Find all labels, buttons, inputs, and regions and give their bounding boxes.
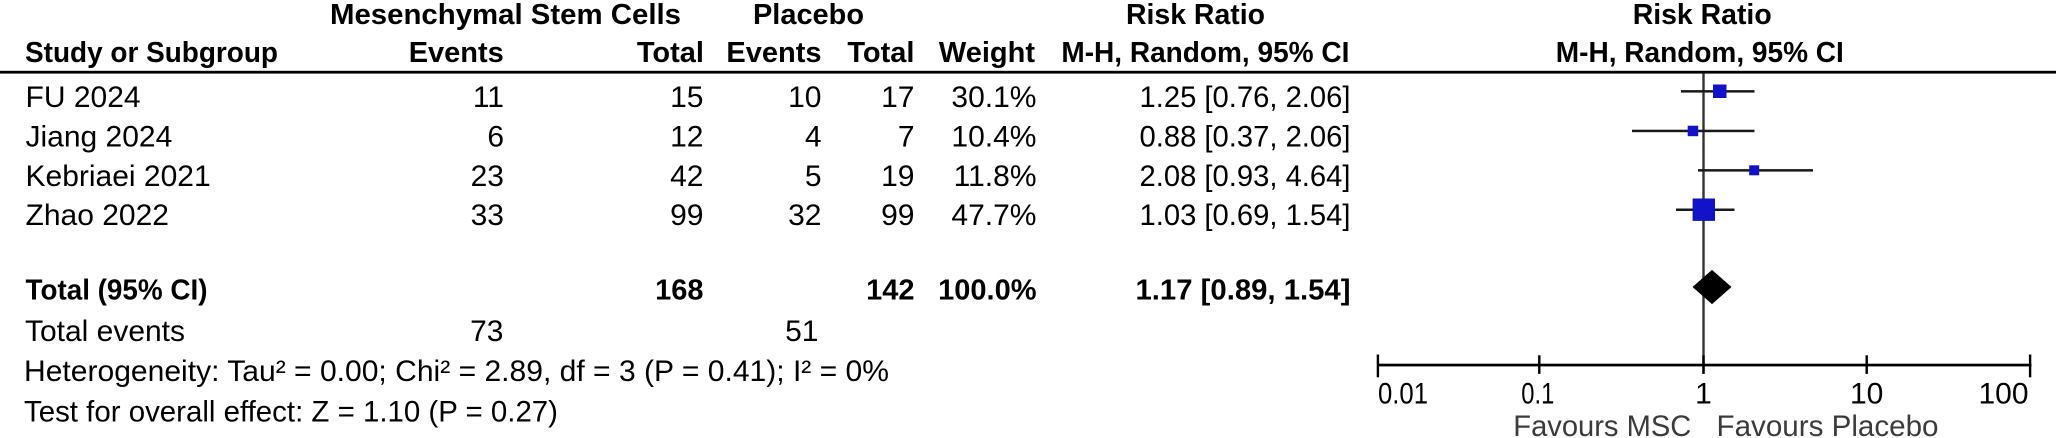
svg-text:17: 17 [881,81,914,114]
svg-text:Risk Ratio: Risk Ratio [1633,0,1772,31]
svg-text:Total: Total [637,37,704,69]
svg-text:5: 5 [805,160,822,193]
svg-text:30.1%: 30.1% [951,81,1036,114]
svg-text:Weight: Weight [939,37,1035,69]
svg-text:23: 23 [471,160,504,193]
svg-text:4: 4 [805,120,822,153]
svg-text:19: 19 [881,160,914,193]
svg-text:1.25 [0.76, 2.06]: 1.25 [0.76, 2.06] [1140,81,1351,114]
svg-text:M-H, Random, 95% CI: M-H, Random, 95% CI [1556,37,1844,69]
svg-text:0.88 [0.37, 2.06]: 0.88 [0.37, 2.06] [1140,120,1351,153]
svg-text:1.17 [0.89, 1.54]: 1.17 [0.89, 1.54] [1136,274,1351,306]
svg-text:168: 168 [655,274,703,306]
svg-text:142: 142 [866,274,914,306]
svg-text:Events: Events [726,37,821,69]
svg-text:FU 2024: FU 2024 [26,81,141,114]
svg-text:32: 32 [788,199,821,232]
svg-text:99: 99 [881,199,914,232]
svg-text:Total: Total [847,37,914,69]
svg-text:Test for overall effect: Z = 1: Test for overall effect: Z = 1.10 (P = 0… [24,396,558,429]
svg-text:42: 42 [670,160,703,193]
svg-text:51: 51 [785,315,818,348]
svg-text:47.7%: 47.7% [951,199,1036,232]
svg-text:7: 7 [898,120,915,153]
svg-text:1.03 [0.69, 1.54]: 1.03 [0.69, 1.54] [1140,199,1351,232]
svg-text:M-H, Random, 95% CI: M-H, Random, 95% CI [1061,37,1349,69]
svg-text:Favours MSC: Favours MSC [1513,410,1691,438]
svg-text:Kebriaei 2021: Kebriaei 2021 [26,160,211,193]
svg-text:100: 100 [1979,377,2029,410]
svg-text:10: 10 [788,81,821,114]
svg-text:0.01: 0.01 [1378,377,1428,410]
svg-text:0.1: 0.1 [1521,377,1554,410]
svg-text:Total events: Total events [25,315,185,348]
svg-text:12: 12 [670,120,703,153]
svg-text:Total (95% CI): Total (95% CI) [26,274,208,306]
svg-text:Placebo: Placebo [753,0,864,31]
svg-text:Study or Subgroup: Study or Subgroup [25,37,278,69]
svg-text:Zhao 2022: Zhao 2022 [26,199,169,232]
svg-text:Jiang 2024: Jiang 2024 [26,120,173,153]
svg-text:6: 6 [487,120,504,153]
svg-text:Events: Events [409,37,504,69]
svg-text:10.4%: 10.4% [951,120,1036,153]
svg-text:Heterogeneity: Tau² = 0.00; Ch: Heterogeneity: Tau² = 0.00; Chi² = 2.89,… [24,355,889,388]
svg-text:Favours Placebo: Favours Placebo [1717,410,1939,438]
svg-text:1: 1 [1695,377,1712,410]
svg-text:2.08 [0.93, 4.64]: 2.08 [0.93, 4.64] [1140,160,1351,193]
svg-text:11: 11 [473,81,504,114]
svg-text:100.0%: 100.0% [938,274,1037,306]
svg-text:Risk Ratio: Risk Ratio [1126,0,1265,31]
svg-text:33: 33 [471,199,504,232]
svg-text:10: 10 [1850,377,1883,410]
svg-text:73: 73 [470,315,503,348]
svg-text:15: 15 [670,81,703,114]
svg-text:11.8%: 11.8% [954,160,1037,193]
svg-text:Mesenchymal Stem Cells: Mesenchymal Stem Cells [330,0,681,31]
svg-text:99: 99 [670,199,703,232]
